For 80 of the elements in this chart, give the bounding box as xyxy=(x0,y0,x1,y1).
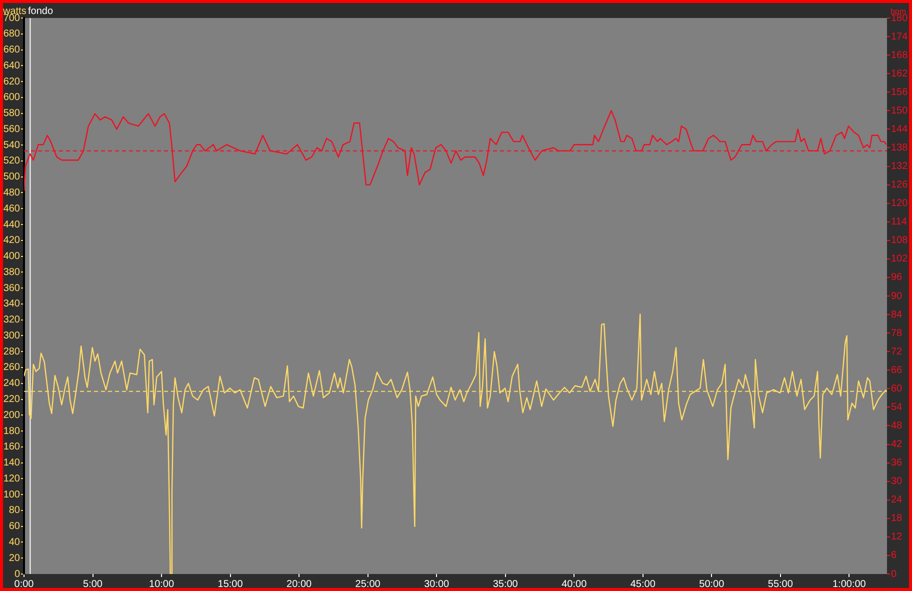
y2-tick-label: 18 xyxy=(891,513,903,524)
y-tick-label: 40 xyxy=(8,536,20,548)
y-tick-label: 420 xyxy=(3,235,20,246)
y2-tick-label: 168 xyxy=(891,50,908,61)
y2-tick-label: 144 xyxy=(891,124,908,135)
y2-tick-label: 54 xyxy=(891,402,903,413)
x-tick-label: 0:00 xyxy=(14,578,34,590)
y-tick-label: 100 xyxy=(3,489,20,500)
y-tick-label: 220 xyxy=(3,394,20,406)
x-tick-label: 20:00 xyxy=(286,578,312,590)
y2-tick-label: 66 xyxy=(891,364,903,376)
y2-tick-label: 126 xyxy=(891,180,908,191)
y-tick-label: 660 xyxy=(3,44,20,56)
y-tick-label: 360 xyxy=(3,282,20,294)
y-tick-label: 260 xyxy=(3,362,20,374)
y-tick-label: 300 xyxy=(3,330,20,342)
x-tick-label: 25:00 xyxy=(355,578,381,590)
y-tick-label: 320 xyxy=(3,314,20,326)
y-tick-label: 560 xyxy=(3,124,20,135)
y-tick-label: 580 xyxy=(3,108,20,120)
y-tick-label: 340 xyxy=(3,298,20,310)
y-tick-label: 120 xyxy=(3,473,20,484)
y2-tick-label: 108 xyxy=(891,235,908,246)
y-tick-label: 520 xyxy=(3,156,20,167)
chart-title: fondo xyxy=(28,6,54,17)
y-tick-label: 20 xyxy=(8,552,20,564)
y-tick-label: 400 xyxy=(3,251,20,262)
y2-tick-label: 96 xyxy=(891,272,903,284)
y-tick-label: 180 xyxy=(3,426,20,437)
x-tick-label: 5:00 xyxy=(83,578,103,590)
y2-tick-label: 156 xyxy=(891,86,908,98)
y-tick-label: 500 xyxy=(3,172,20,183)
y-tick-label: 540 xyxy=(3,140,20,151)
y2-tick-label: 84 xyxy=(891,309,903,320)
y2-tick-label: 174 xyxy=(891,31,908,42)
y2-tick-label: 132 xyxy=(891,161,908,172)
y2-tick-label: 12 xyxy=(891,532,903,543)
y-tick-label: 480 xyxy=(3,187,20,198)
y-tick-label: 640 xyxy=(3,60,20,72)
x-tick-label: 10:00 xyxy=(149,578,174,590)
x-tick-label: 50:00 xyxy=(699,578,725,590)
y2-tick-label: 36 xyxy=(891,458,903,469)
y2-tick-label: 150 xyxy=(891,105,908,116)
y-tick-label: 700 xyxy=(3,12,20,24)
y-tick-label: 380 xyxy=(3,266,20,278)
y-tick-label: 160 xyxy=(3,442,20,453)
x-tick-label: 55:00 xyxy=(768,578,794,590)
y-tick-label: 240 xyxy=(3,378,20,390)
y2-tick-label: 60 xyxy=(891,383,903,394)
y2-tick-label: 78 xyxy=(891,328,903,339)
y2-tick-label: 90 xyxy=(891,290,903,302)
y2-tick-label: 102 xyxy=(891,254,908,265)
x-tick-label: 30:00 xyxy=(424,578,450,590)
y-tick-label: 80 xyxy=(8,505,20,516)
y-tick-label: 200 xyxy=(3,410,20,421)
x-tick-label: 15:00 xyxy=(218,578,244,590)
y-tick-label: 440 xyxy=(3,219,20,230)
y2-tick-label: 162 xyxy=(891,68,908,80)
y2-tick-label: 138 xyxy=(891,142,908,154)
y2-tick-label: 0 xyxy=(891,568,897,580)
y2-tick-label: 42 xyxy=(891,439,903,450)
y-tick-label: 600 xyxy=(3,92,20,104)
y2-tick-label: 48 xyxy=(891,420,903,432)
y-tick-label: 620 xyxy=(3,76,20,88)
x-tick-label: 40:00 xyxy=(562,578,588,590)
x-tick-label: 35:00 xyxy=(492,578,518,590)
y2-tick-label: 114 xyxy=(891,216,908,228)
y-tick-label: 60 xyxy=(8,521,20,532)
y2-tick-label: 24 xyxy=(891,494,903,506)
y-tick-label: 0 xyxy=(14,568,20,580)
y-tick-label: 680 xyxy=(3,28,20,40)
y2-tick-label: 6 xyxy=(891,550,897,562)
y-tick-label: 280 xyxy=(3,346,20,358)
y2-tick-label: 72 xyxy=(891,346,903,358)
y2-tick-label: 120 xyxy=(891,198,908,210)
y2-tick-label: 30 xyxy=(891,476,903,488)
y-tick-label: 460 xyxy=(3,203,20,214)
x-tick-label: 1:00:00 xyxy=(832,578,866,590)
x-tick-label: 45:00 xyxy=(630,578,656,590)
y-tick-label: 140 xyxy=(3,458,20,469)
